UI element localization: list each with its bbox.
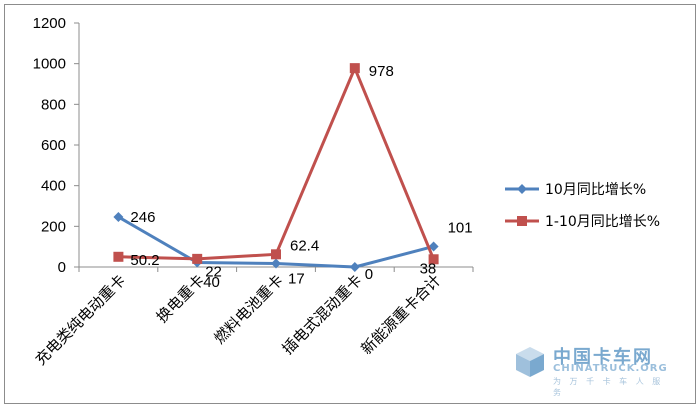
y-tick-label: 800	[41, 96, 66, 113]
y-tick-label: 200	[41, 218, 66, 235]
legend-diamond-icon	[517, 184, 527, 194]
legend-entry: 1-10月同比增长%	[545, 214, 660, 230]
cube-logo-icon	[516, 347, 544, 377]
x-category-label: 充电类纯电动重卡	[32, 271, 130, 369]
y-tick-label: 400	[41, 178, 66, 195]
data-point-square	[428, 254, 439, 265]
data-point-diamond	[113, 211, 124, 222]
watermark-sub-text: 为 万 千 卡 车 人 服 务	[553, 377, 664, 397]
data-label: 978	[369, 63, 394, 80]
data-point-square	[349, 63, 360, 74]
watermark-logo: 中国卡车网 CHINATRUCK.ORG 为 万 千 卡 车 人 服 务	[513, 339, 673, 397]
x-category-label: 换电重卡	[153, 271, 208, 326]
watermark-en-text: CHINATRUCK.ORG	[553, 363, 668, 374]
data-point-square	[192, 253, 203, 264]
y-tick-label: 600	[41, 137, 66, 154]
data-point-square	[271, 249, 281, 260]
data-label: 0	[365, 266, 373, 283]
data-label: 22	[205, 264, 222, 281]
data-label: 17	[288, 271, 305, 288]
data-point-diamond	[428, 241, 439, 252]
data-label: 101	[448, 219, 473, 236]
watermark-cn-text: 中国卡车网	[553, 347, 653, 368]
y-tick-label: 0	[58, 259, 66, 276]
y-tick-label: 1000	[33, 56, 66, 73]
y-tick-label: 1200	[33, 15, 66, 32]
data-point-diamond	[271, 258, 281, 269]
legend-square-icon	[517, 216, 527, 226]
x-category-label: 燃料电池重卡	[210, 271, 286, 347]
x-category-label: 新能源重卡合计	[357, 271, 444, 358]
data-label: 50.2	[130, 252, 159, 269]
data-point-square	[113, 251, 124, 262]
data-label: 62.4	[290, 237, 319, 254]
chart-frame: 0 200 400 600 800 1000 1200 充电类纯电动重卡 换电重卡 燃料电池重卡插…	[4, 4, 696, 404]
legend-entry: 10月同比增长%	[545, 182, 646, 198]
data-label: 246	[130, 209, 155, 226]
data-label: 40	[203, 274, 220, 291]
data-point-diamond	[349, 262, 360, 272]
data-label: 38	[420, 260, 437, 277]
series-line-2	[118, 66, 435, 261]
